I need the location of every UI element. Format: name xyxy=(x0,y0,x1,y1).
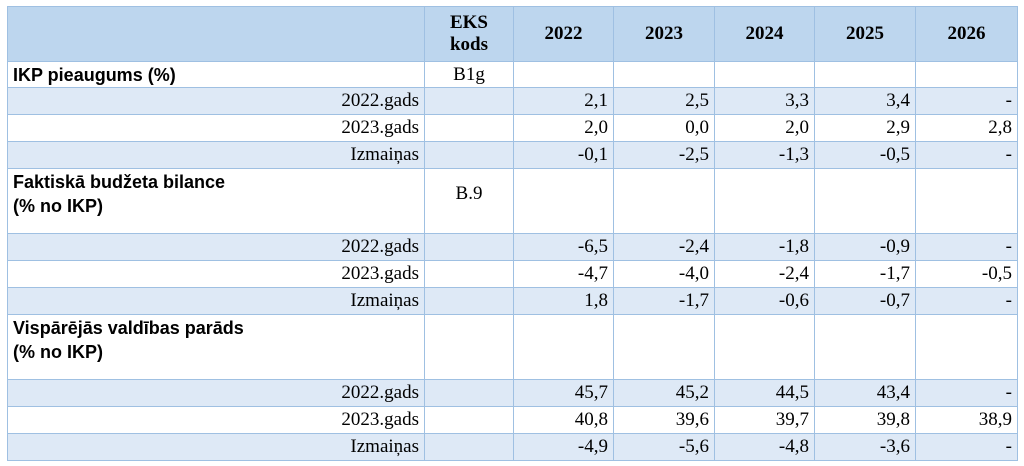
row-label: 2022.gads xyxy=(7,379,425,407)
value-cell: 3,3 xyxy=(714,87,815,115)
section-title-line2: (% no IKP) xyxy=(13,196,103,216)
value-cell: -2,4 xyxy=(714,260,815,288)
row-label: 2023.gads xyxy=(7,406,425,434)
section-title-line2: (% no IKP) xyxy=(13,342,103,362)
header-code-cell: EKS kods xyxy=(424,6,514,62)
value-cell: 2,0 xyxy=(513,114,614,142)
section-header-government-debt: Vispārējās valdības parāds (% no IKP) xyxy=(7,314,1018,380)
header-year-2024: 2024 xyxy=(714,6,815,62)
table-row: 2022.gads 45,7 45,2 44,5 43,4 - xyxy=(7,379,1018,407)
table-row: Izmaiņas -0,1 -2,5 -1,3 -0,5 - xyxy=(7,141,1018,169)
value-cell: -4,9 xyxy=(513,433,614,461)
value-cell: - xyxy=(915,379,1018,407)
table-row: Izmaiņas -4,9 -5,6 -4,8 -3,6 - xyxy=(7,433,1018,461)
value-cell: -0,6 xyxy=(714,287,815,315)
value-cell: -2,5 xyxy=(613,141,715,169)
section-title: Vispārējās valdības parāds (% no IKP) xyxy=(7,314,425,380)
section-title-line1: IKP pieaugums (%) xyxy=(13,64,176,85)
row-label: Izmaiņas xyxy=(7,287,425,315)
value-cell: 3,4 xyxy=(814,87,916,115)
value-cell: 45,2 xyxy=(613,379,715,407)
value-cell: -0,7 xyxy=(814,287,916,315)
value-cell: 45,7 xyxy=(513,379,614,407)
value-cell: -0,5 xyxy=(814,141,916,169)
section-code xyxy=(424,314,514,380)
value-cell: -2,4 xyxy=(613,233,715,261)
value-cell: 44,5 xyxy=(714,379,815,407)
value-cell: -6,5 xyxy=(513,233,614,261)
header-label-cell xyxy=(7,6,425,62)
section-header-budget-balance: Faktiskā budžeta bilance (% no IKP) B.9 xyxy=(7,168,1018,234)
value-cell: 2,1 xyxy=(513,87,614,115)
value-cell: -5,6 xyxy=(613,433,715,461)
section-title: Faktiskā budžeta bilance (% no IKP) xyxy=(7,168,425,234)
table-row: Izmaiņas 1,8 -1,7 -0,6 -0,7 - xyxy=(7,287,1018,315)
value-cell: - xyxy=(915,87,1018,115)
section-title-line1: Vispārējās valdības parāds xyxy=(13,318,244,338)
table-row: 2022.gads -6,5 -2,4 -1,8 -0,9 - xyxy=(7,233,1018,261)
section-title: IKP pieaugums (%) xyxy=(7,61,425,88)
value-cell: -0,5 xyxy=(915,260,1018,288)
table-row: 2022.gads 2,1 2,5 3,3 3,4 - xyxy=(7,87,1018,115)
value-cell: 2,9 xyxy=(814,114,916,142)
value-cell: -0,1 xyxy=(513,141,614,169)
table-row: 2023.gads 2,0 0,0 2,0 2,9 2,8 xyxy=(7,114,1018,142)
header-year-2023: 2023 xyxy=(613,6,715,62)
header-year-2025: 2025 xyxy=(814,6,916,62)
value-cell: -0,9 xyxy=(814,233,916,261)
value-cell: 39,6 xyxy=(613,406,715,434)
header-year-2026: 2026 xyxy=(915,6,1018,62)
section-code: B.9 xyxy=(424,168,514,234)
value-cell: -4,7 xyxy=(513,260,614,288)
value-cell: 1,8 xyxy=(513,287,614,315)
row-label: Izmaiņas xyxy=(7,433,425,461)
value-cell: - xyxy=(915,141,1018,169)
row-label: 2023.gads xyxy=(7,114,425,142)
value-cell: 40,8 xyxy=(513,406,614,434)
value-cell: -1,8 xyxy=(714,233,815,261)
value-cell: 2,0 xyxy=(714,114,815,142)
value-cell: -4,0 xyxy=(613,260,715,288)
row-label: 2022.gads xyxy=(7,87,425,115)
value-cell: 2,5 xyxy=(613,87,715,115)
value-cell: - xyxy=(915,433,1018,461)
value-cell: 0,0 xyxy=(613,114,715,142)
value-cell: -3,6 xyxy=(814,433,916,461)
value-cell: - xyxy=(915,233,1018,261)
value-cell: -1,7 xyxy=(613,287,715,315)
value-cell: -1,7 xyxy=(814,260,916,288)
value-cell: 43,4 xyxy=(814,379,916,407)
header-row: EKS kods 2022 2023 2024 2025 2026 xyxy=(7,6,1018,62)
row-label: 2023.gads xyxy=(7,260,425,288)
value-cell: 2,8 xyxy=(915,114,1018,142)
forecast-table: EKS kods 2022 2023 2024 2025 2026 IKP pi… xyxy=(7,6,1018,461)
value-cell: -1,3 xyxy=(714,141,815,169)
value-cell: 39,7 xyxy=(714,406,815,434)
table-row: 2023.gads 40,8 39,6 39,7 39,8 38,9 xyxy=(7,406,1018,434)
value-cell: 38,9 xyxy=(915,406,1018,434)
section-title-line1: Faktiskā budžeta bilance xyxy=(13,172,226,192)
row-label: 2022.gads xyxy=(7,233,425,261)
section-code: B1g xyxy=(424,61,514,88)
value-cell: -4,8 xyxy=(714,433,815,461)
row-label: Izmaiņas xyxy=(7,141,425,169)
header-year-2022: 2022 xyxy=(513,6,614,62)
value-cell: - xyxy=(915,287,1018,315)
value-cell: 39,8 xyxy=(814,406,916,434)
table-row: 2023.gads -4,7 -4,0 -2,4 -1,7 -0,5 xyxy=(7,260,1018,288)
section-header-gdp-growth: IKP pieaugums (%) B1g xyxy=(7,61,1018,88)
